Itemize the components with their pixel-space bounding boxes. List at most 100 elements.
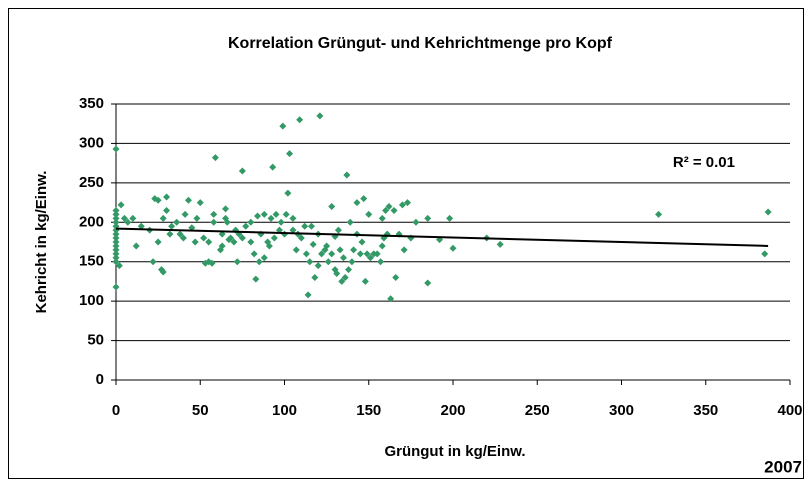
point <box>112 250 120 258</box>
point <box>227 234 235 242</box>
point <box>242 222 250 230</box>
y-tick-label: 200 <box>79 213 104 230</box>
point <box>289 226 297 234</box>
point <box>363 250 371 258</box>
point <box>163 206 171 214</box>
x-tick-label: 0 <box>112 402 120 419</box>
point <box>112 242 120 250</box>
point <box>233 258 241 266</box>
y-tick-label: 300 <box>79 134 104 151</box>
point <box>247 218 255 226</box>
point <box>191 238 199 246</box>
point <box>282 210 290 218</box>
point <box>163 193 171 201</box>
point <box>154 196 162 204</box>
point <box>348 258 356 266</box>
point <box>301 222 309 230</box>
point <box>336 246 344 254</box>
point <box>115 262 123 270</box>
y-tick-label: 250 <box>79 174 104 191</box>
y-tick-label: 350 <box>79 95 104 112</box>
x-axis-label: Grüngut in kg/Einw. <box>384 443 525 460</box>
point <box>265 242 273 250</box>
point <box>112 214 120 222</box>
point <box>404 199 412 207</box>
point <box>358 238 366 246</box>
point <box>318 250 326 258</box>
point <box>129 214 137 222</box>
point <box>184 196 192 204</box>
point <box>279 122 287 130</box>
point <box>400 246 408 254</box>
point <box>496 240 504 248</box>
point <box>311 273 319 281</box>
point <box>284 189 292 197</box>
point <box>124 218 132 226</box>
point <box>289 214 297 222</box>
point <box>112 258 120 266</box>
point <box>378 242 386 250</box>
annotation: R² = 0.01 <box>673 154 735 171</box>
point <box>761 250 769 258</box>
point <box>309 240 317 248</box>
point <box>196 199 204 207</box>
point <box>382 206 390 214</box>
point <box>361 277 369 285</box>
point <box>176 230 184 238</box>
point <box>267 214 275 222</box>
point <box>297 234 305 242</box>
x-tick-label: 150 <box>356 402 381 419</box>
point <box>324 258 332 266</box>
x-tick-label: 250 <box>525 402 550 419</box>
point <box>120 214 128 222</box>
point <box>112 218 120 226</box>
point <box>149 258 157 266</box>
y-tick-label: 0 <box>96 371 104 388</box>
point <box>390 206 398 214</box>
point <box>210 210 218 218</box>
point <box>112 254 120 262</box>
x-tick-label: 200 <box>440 402 465 419</box>
point <box>655 210 663 218</box>
point <box>208 259 216 267</box>
point <box>304 291 312 299</box>
x-tick-label: 50 <box>192 402 209 419</box>
x-tick-label: 100 <box>272 402 297 419</box>
y-tick-label: 150 <box>79 253 104 270</box>
point <box>112 283 120 291</box>
point <box>112 234 120 242</box>
point <box>356 250 364 258</box>
point <box>188 224 196 232</box>
point <box>238 234 246 242</box>
point <box>168 222 176 230</box>
y-tick-label: 50 <box>87 332 104 349</box>
point <box>345 266 353 274</box>
point <box>254 212 262 220</box>
point <box>159 214 167 222</box>
point <box>339 254 347 262</box>
point <box>385 203 393 211</box>
point <box>269 163 277 171</box>
point <box>350 246 358 254</box>
point <box>193 214 201 222</box>
point <box>398 201 406 209</box>
point <box>112 238 120 246</box>
point <box>260 210 268 218</box>
point <box>328 203 336 211</box>
point <box>424 279 432 287</box>
point <box>112 246 120 254</box>
point <box>210 218 218 226</box>
point <box>132 242 140 250</box>
point <box>272 210 280 218</box>
point <box>306 258 314 266</box>
point <box>334 226 342 234</box>
point <box>255 258 263 266</box>
point <box>366 254 374 262</box>
x-tick-label: 350 <box>693 402 718 419</box>
point <box>346 218 354 226</box>
point <box>270 234 278 242</box>
point <box>117 201 125 209</box>
point <box>373 250 381 258</box>
y-axis-label: Kehricht in kg/Einw. <box>33 171 50 314</box>
point <box>378 214 386 222</box>
